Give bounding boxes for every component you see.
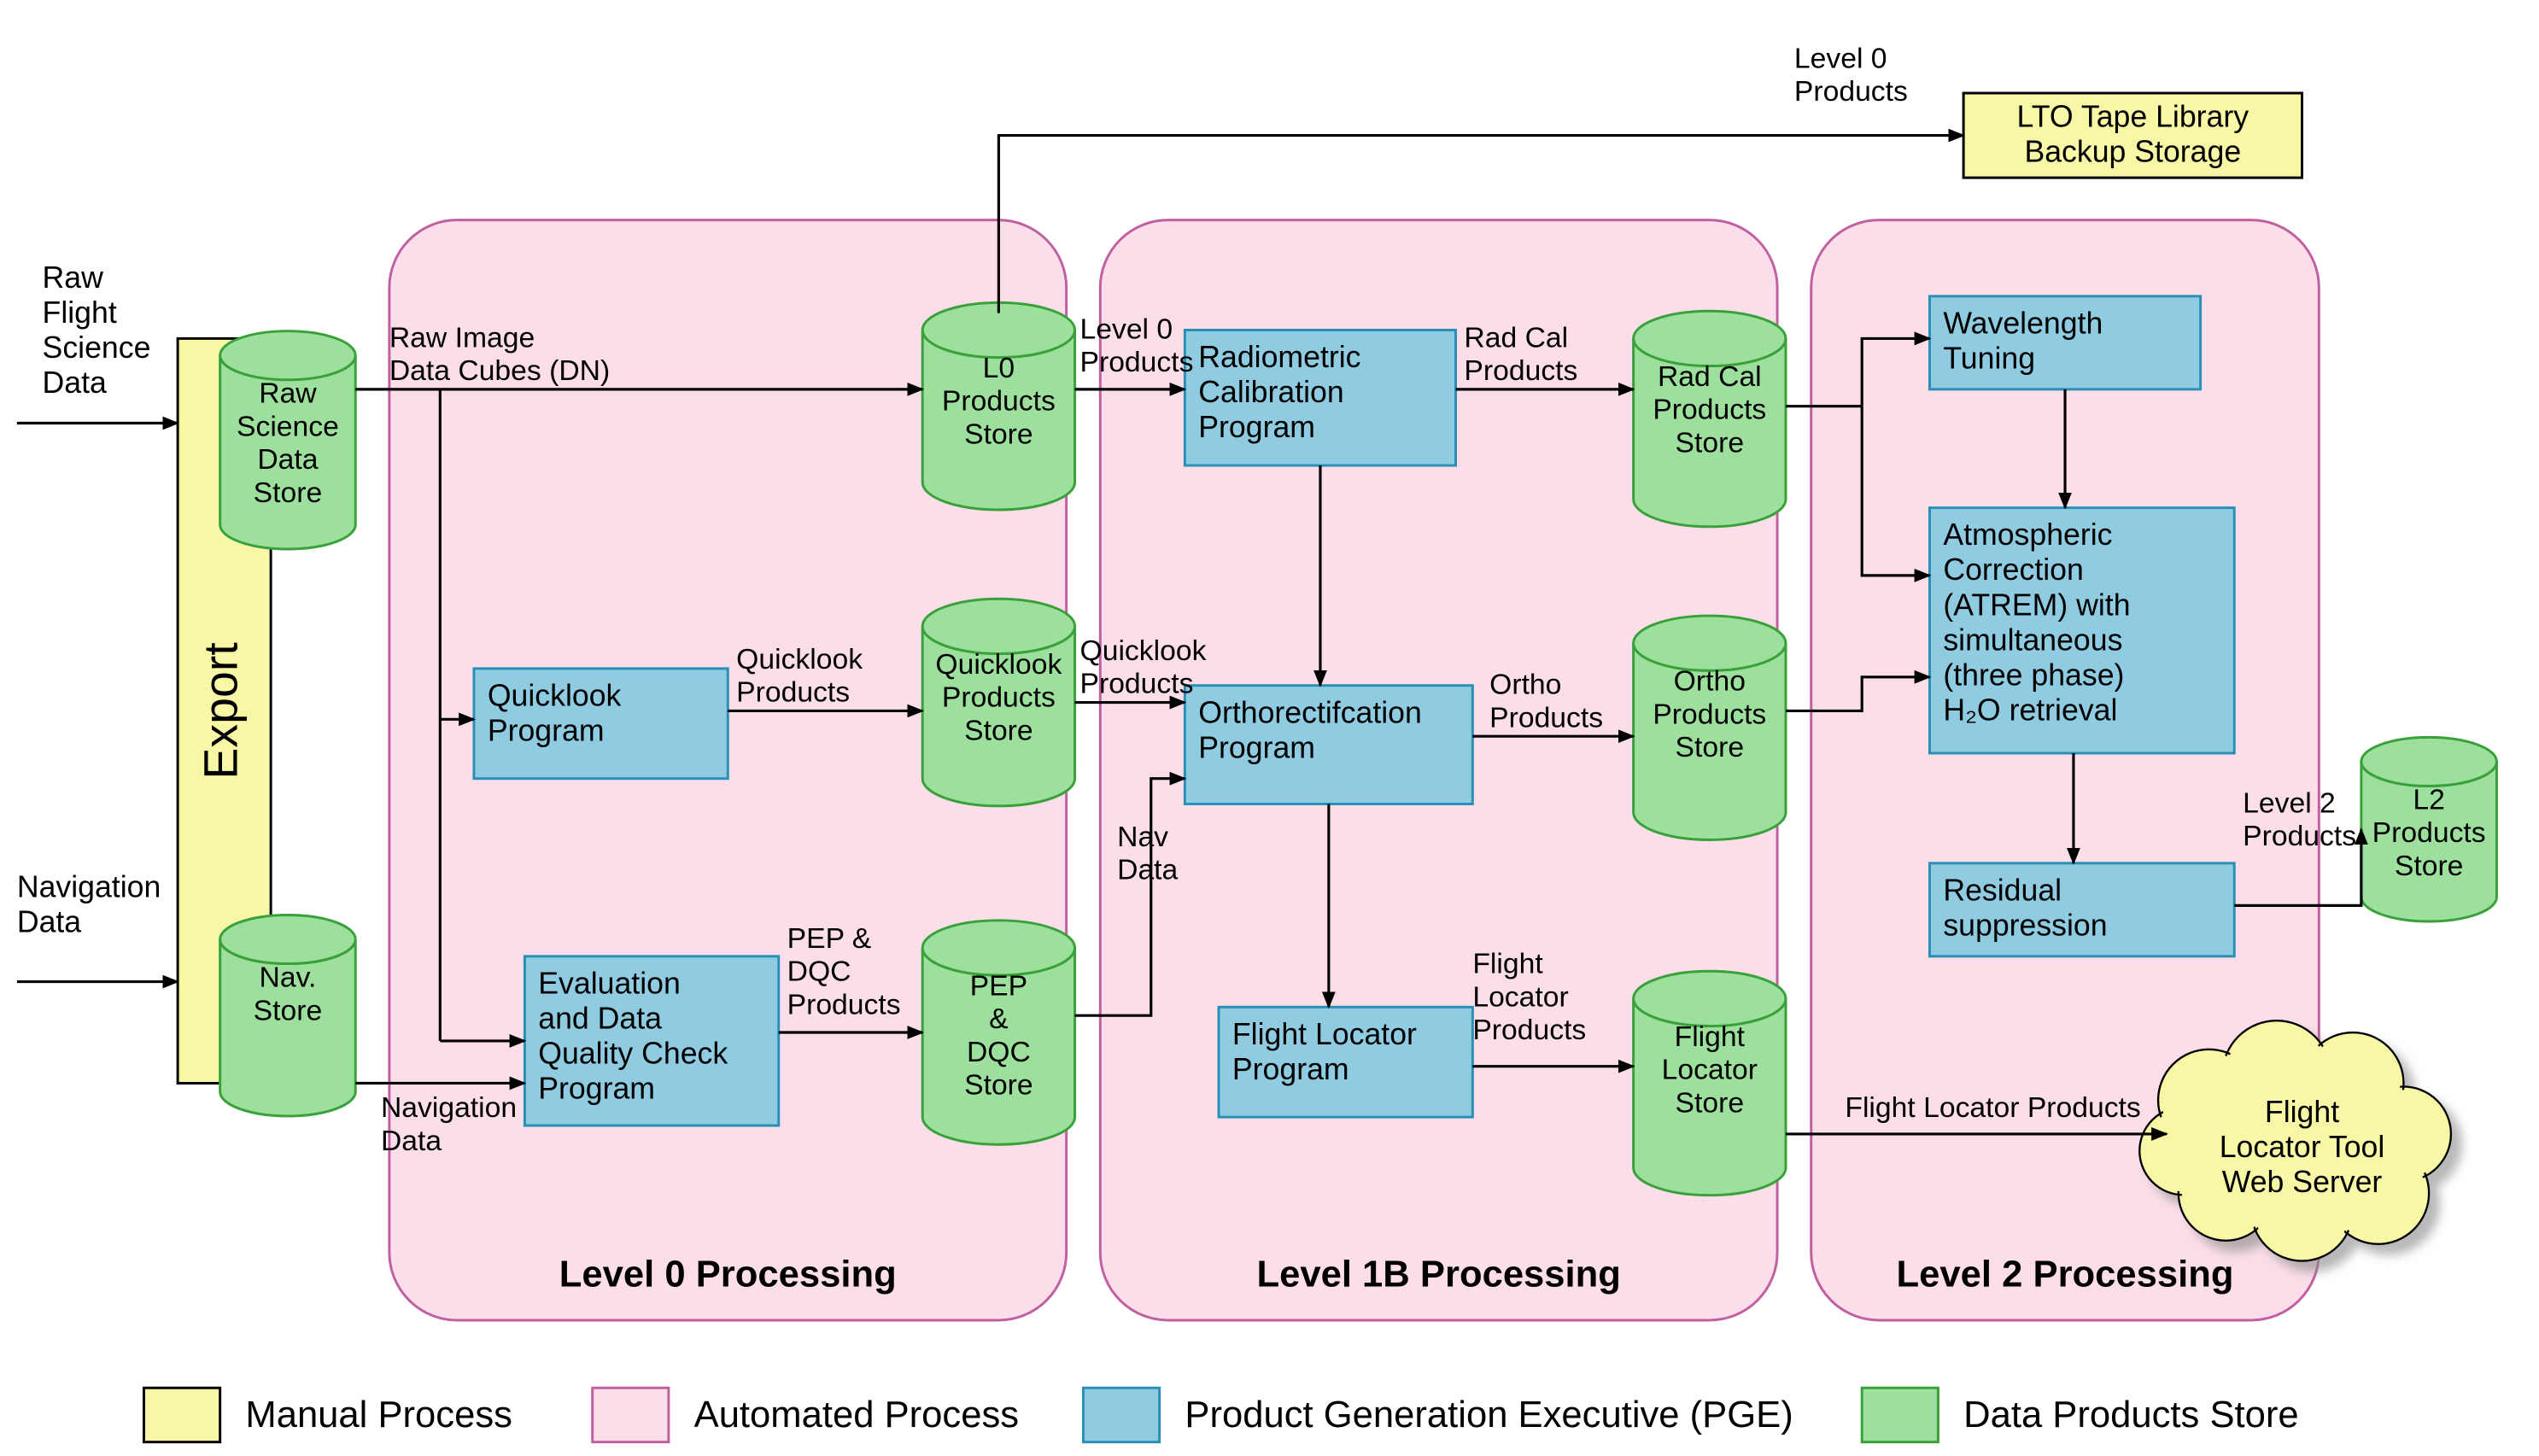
radcal-label: Rad CalProducts — [1464, 322, 1577, 387]
flight-locator-store-label: FlightLocatorStore — [1662, 1021, 1758, 1119]
legend-automated-swatch — [593, 1388, 669, 1441]
level0-title: Level 0 Processing — [559, 1254, 897, 1295]
legend-manual-label: Manual Process — [245, 1395, 512, 1436]
legend-automated-label: Automated Process — [694, 1395, 1019, 1436]
legend-store-label: Data Products Store — [1963, 1395, 2299, 1436]
quicklook-products-label: QuicklookProducts — [736, 644, 863, 709]
level1b-title: Level 1B Processing — [1256, 1254, 1620, 1295]
flp2-label: Flight Locator Products — [1845, 1092, 2140, 1124]
lto-label: LTO Tape LibraryBackup Storage — [2017, 100, 2249, 169]
legend-pge-swatch — [1083, 1388, 1159, 1441]
diagram-canvas: Level 0 Processing Level 1B Processing Lev… — [0, 0, 2539, 1456]
raw-flight-label: RawFlightScienceData — [43, 260, 151, 400]
nav-store-label: Nav.Store — [254, 962, 323, 1027]
legend-store-swatch — [1862, 1388, 1938, 1441]
l2-products-label: Level 2Products — [2243, 787, 2356, 852]
l0-top-label: Level 0Products — [1794, 43, 1908, 108]
nav-input-label: NavigationData — [17, 869, 161, 939]
pep-dqc-store-label: PEP&DQCStore — [964, 970, 1033, 1101]
legend-manual-swatch — [143, 1388, 219, 1441]
legend-pge-label: Product Generation Executive (PGE) — [1185, 1395, 1793, 1436]
level2-title: Level 2 Processing — [1897, 1254, 2234, 1295]
quicklook-products2-label: QuicklookProducts — [1080, 635, 1207, 700]
export-label: Export — [194, 642, 247, 780]
atmospheric-pge-label: AtmosphericCorrection(ATREM) withsimulta… — [1943, 517, 2130, 727]
quicklook-pge-label: QuicklookProgram — [488, 678, 622, 747]
